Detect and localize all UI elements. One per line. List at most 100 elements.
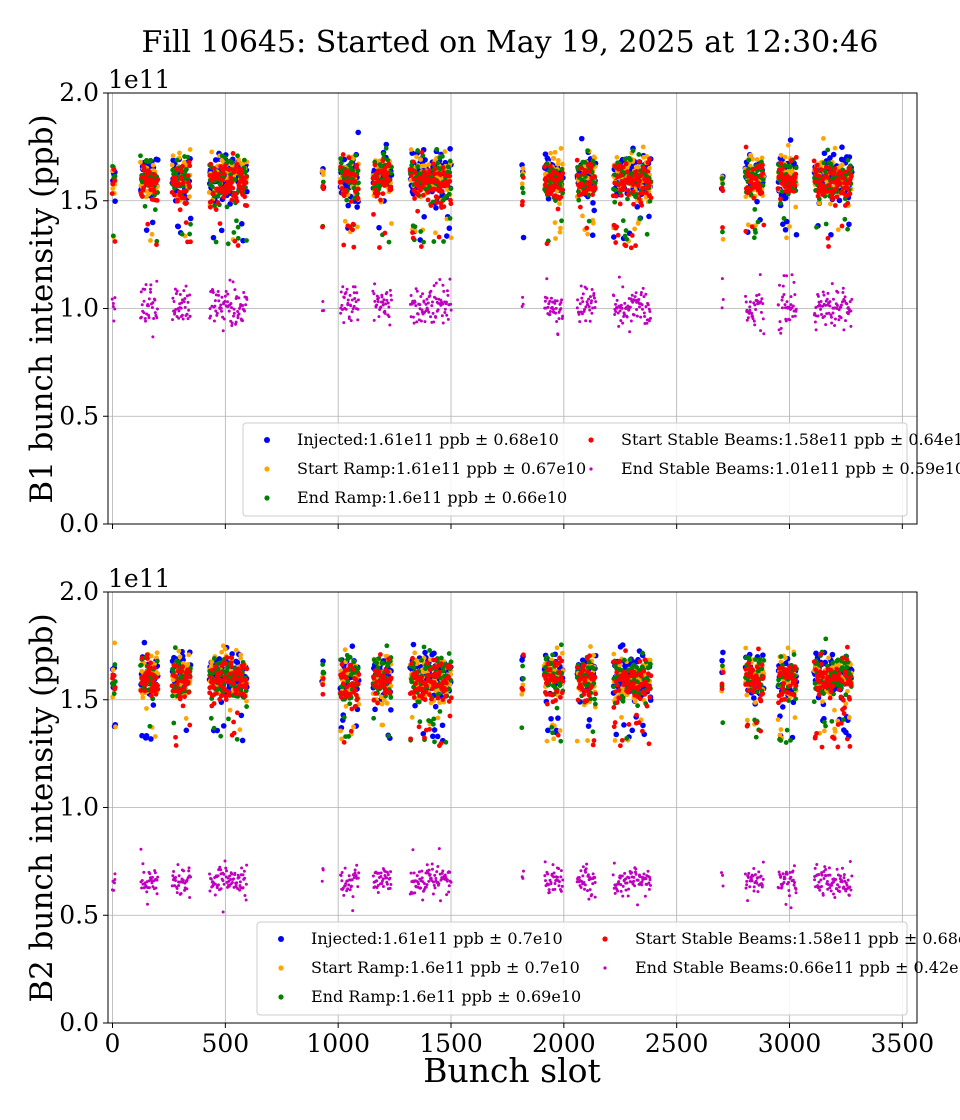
b1-data-point <box>819 307 823 311</box>
b1-data-point <box>225 241 231 247</box>
b1-data-point <box>780 166 785 172</box>
b2-data-point <box>144 706 149 711</box>
b2-data-point <box>386 733 392 739</box>
b1-data-point <box>346 178 352 184</box>
b2-data-point <box>785 645 791 651</box>
b1-y-tick-label: 2.0 <box>59 78 99 107</box>
b1-data-point <box>845 157 851 163</box>
b2-data-point <box>346 734 351 739</box>
b1-data-point <box>151 335 155 339</box>
b1-data-point <box>435 160 441 166</box>
b1-data-point <box>778 320 782 324</box>
b1-legend-label: End Ramp:1.6e11 ppb ± 0.66e10 <box>297 488 567 507</box>
b2-data-point <box>435 715 441 721</box>
b1-data-point <box>414 154 419 160</box>
b1-data-point <box>519 181 525 187</box>
b1-data-point <box>845 226 851 232</box>
b1-data-point <box>647 156 652 162</box>
b2-data-point <box>752 700 758 705</box>
b1-data-point <box>780 298 784 302</box>
b1-data-point <box>814 328 818 332</box>
b2-data-point <box>170 693 175 699</box>
b1-data-point <box>781 284 785 288</box>
b1-data-point <box>237 296 241 300</box>
b1-data-point <box>754 198 760 205</box>
b1-y-tick-label: 0.0 <box>59 509 99 538</box>
b1-data-point <box>434 297 438 301</box>
b1-data-point <box>235 243 241 248</box>
b1-data-point <box>611 234 617 240</box>
b1-data-point <box>846 221 852 228</box>
b1-data-point <box>186 317 190 321</box>
b1-data-point <box>170 157 176 164</box>
b1-data-point <box>585 148 591 154</box>
b1-data-point <box>638 305 642 309</box>
b1-data-point <box>112 173 118 179</box>
b1-data-point <box>846 166 852 171</box>
b1-data-point <box>743 194 749 200</box>
b2-data-point <box>558 642 564 648</box>
b2-data-point <box>743 645 749 651</box>
b1-data-point <box>557 229 563 235</box>
b1-data-point <box>431 311 435 315</box>
b2-data-point <box>611 651 617 657</box>
b1-data-point <box>243 174 249 180</box>
b1-data-point <box>183 188 189 194</box>
b1-data-point <box>170 153 176 159</box>
b2-data-point <box>621 657 627 663</box>
b1-data-point <box>172 192 177 198</box>
b1-data-point <box>422 163 428 169</box>
b1-data-point <box>187 147 193 152</box>
b1-data-point <box>174 166 180 172</box>
b1-data-point <box>555 184 561 190</box>
b1-data-point <box>640 144 646 150</box>
b1-data-point <box>111 302 115 306</box>
b1-data-point <box>552 149 558 155</box>
b1-data-point <box>628 245 634 251</box>
b1-data-point <box>648 195 654 201</box>
b2-data-point <box>439 722 446 729</box>
b1-data-point <box>177 150 182 156</box>
b1-data-point <box>760 171 766 176</box>
b1-data-point <box>230 306 234 310</box>
b1-data-point <box>793 314 797 318</box>
b1-data-point <box>414 287 418 291</box>
b2-data-point <box>775 717 781 723</box>
b2-data-point <box>720 663 725 669</box>
b1-data-point <box>621 187 627 193</box>
b1-data-point <box>640 303 644 307</box>
b1-data-point <box>385 298 389 302</box>
b1-data-point <box>209 184 215 190</box>
b1-data-point <box>222 317 226 321</box>
b1-data-point <box>385 290 389 294</box>
b2-data-point <box>417 719 423 725</box>
b1-data-point <box>822 293 826 297</box>
b1-data-point <box>110 186 116 192</box>
b2-data-point <box>619 642 626 648</box>
b1-data-point <box>413 300 417 304</box>
b1-data-point <box>821 150 828 157</box>
b2-data-point <box>220 723 227 729</box>
b1-data-point <box>448 277 452 281</box>
b2-panel: 0 500 1000 1500 2000 2500 3000 35000.00.51.01.5… <box>24 564 960 1058</box>
b2-data-point <box>520 663 526 669</box>
b2-data-point <box>409 714 415 720</box>
b1-data-point <box>849 309 853 313</box>
b1-data-point <box>111 167 117 172</box>
b1-data-point <box>380 158 386 164</box>
b1-data-point <box>412 321 416 325</box>
b1-data-point <box>441 239 446 244</box>
b1-data-point <box>848 173 854 179</box>
b2-data-point <box>211 656 217 661</box>
b1-data-point <box>811 158 817 164</box>
b1-data-point <box>434 281 438 285</box>
b1-data-point <box>143 316 147 320</box>
b1-data-point <box>816 200 822 206</box>
b2-data-point <box>410 641 417 648</box>
b1-data-point <box>637 216 643 221</box>
b1-data-point <box>386 239 392 245</box>
b1-data-point <box>752 319 756 323</box>
b1-data-point <box>445 164 451 170</box>
b1-data-point <box>555 319 559 323</box>
b1-data-point <box>575 172 581 178</box>
